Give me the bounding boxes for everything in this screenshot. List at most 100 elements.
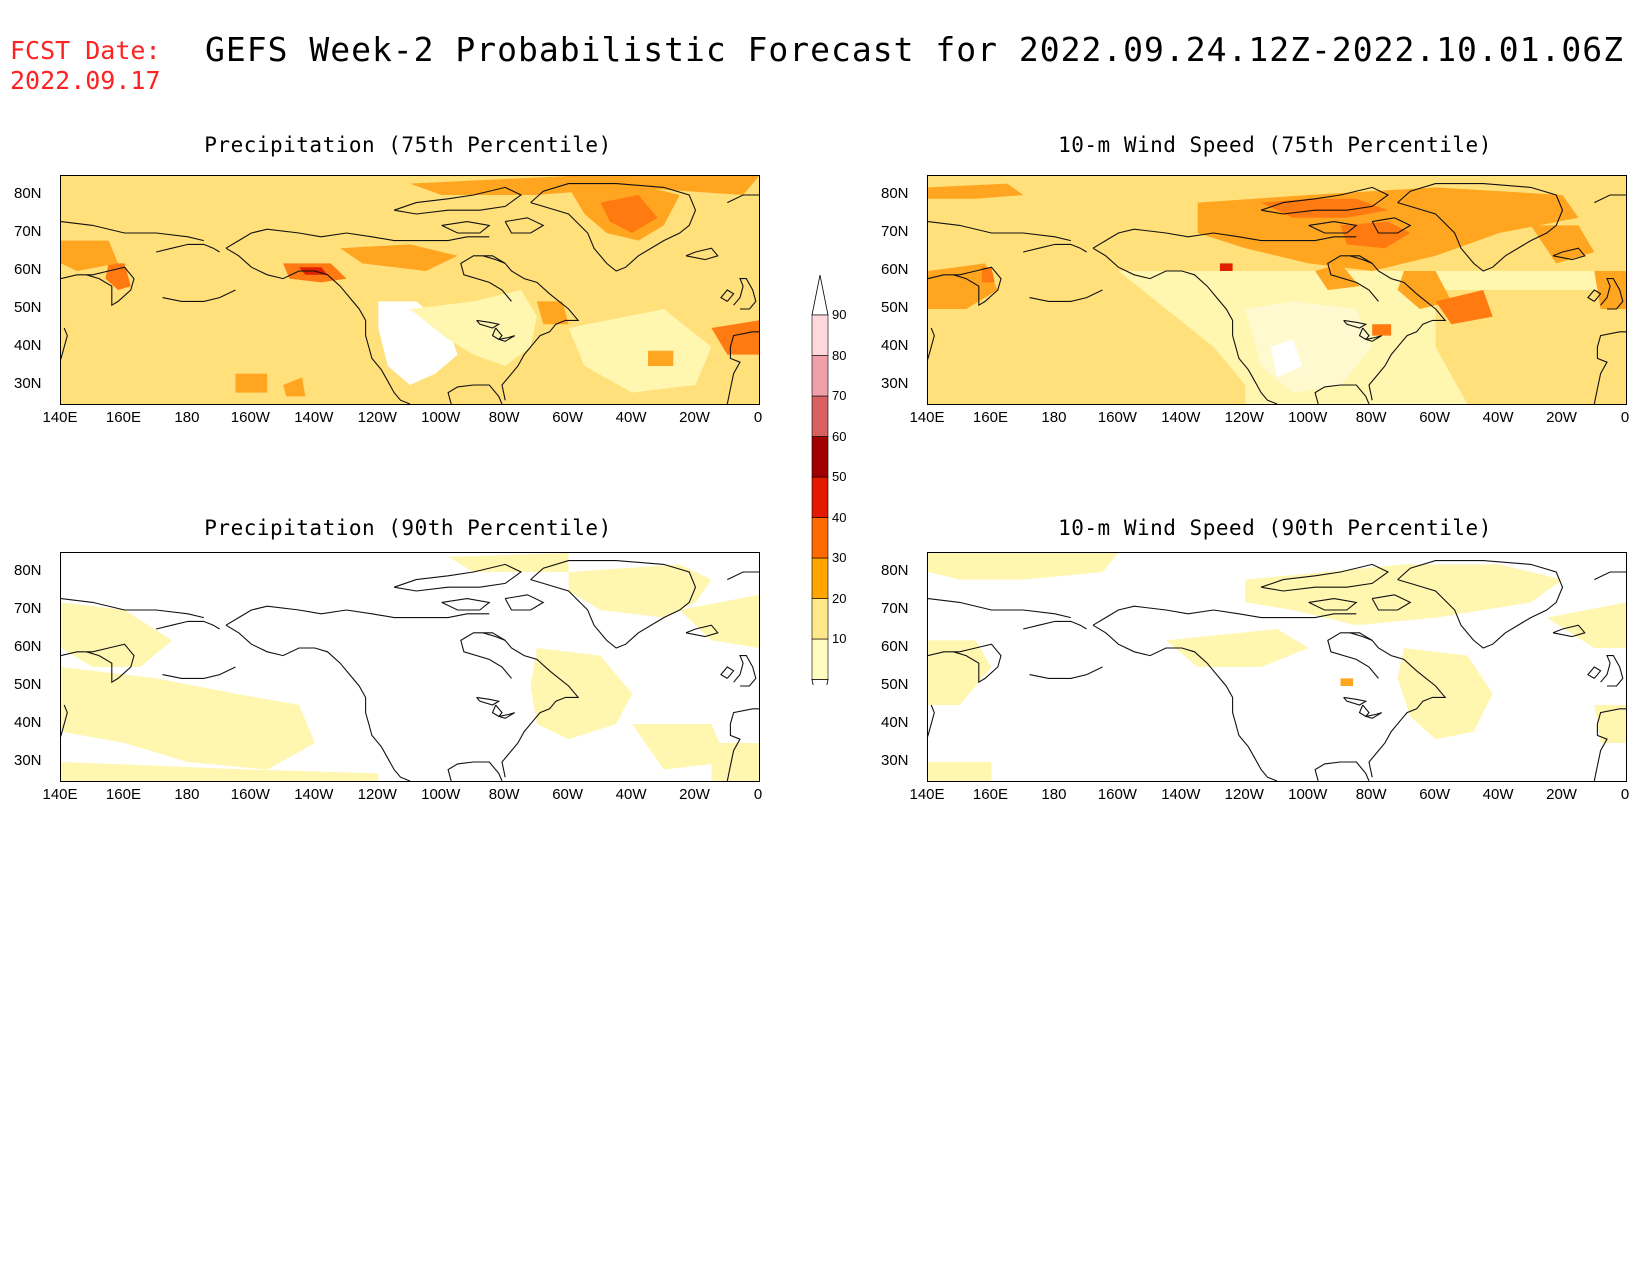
colorbar-tick-label: 50	[832, 469, 847, 484]
colorbar-swatch	[811, 517, 829, 559]
coastline	[61, 221, 204, 242]
lat-tick-label: 30N	[881, 375, 909, 392]
shade-10-20	[61, 602, 172, 667]
coastline	[1365, 335, 1382, 342]
lon-tick-label: 160W	[1097, 786, 1137, 803]
lon-tick-label: 140E	[42, 786, 78, 803]
lon-tick-label: 160W	[230, 409, 270, 426]
coastline	[1092, 605, 1357, 626]
shading-layer	[928, 553, 1626, 781]
coastline	[1023, 620, 1087, 630]
colorbar-tick-label: 30	[832, 550, 847, 565]
coastline	[162, 666, 236, 679]
lat-tick-label: 70N	[881, 223, 909, 240]
panel-title: Precipitation (75th Percentile)	[204, 133, 612, 157]
lon-tick-label: 180	[174, 786, 200, 803]
lat-tick-label: 30N	[14, 375, 42, 392]
panel-title: 10-m Wind Speed (75th Percentile)	[1058, 133, 1492, 157]
lat-tick-label: 80N	[14, 562, 42, 579]
coastline	[727, 571, 759, 581]
shade-30-40	[235, 373, 268, 393]
coastline	[61, 598, 204, 619]
shade-10-20	[679, 594, 759, 648]
coastline	[1371, 594, 1412, 611]
coastline	[720, 289, 735, 302]
lon-tick-label: 120W	[1224, 786, 1264, 803]
lon-tick-label: 100W	[1288, 409, 1328, 426]
lon-tick-label: 100W	[1288, 786, 1328, 803]
lat-tick-label: 80N	[14, 185, 42, 202]
page-title: GEFS Week-2 Probabilistic Forecast for 2…	[205, 30, 1625, 69]
shade-30-40	[1397, 271, 1452, 309]
coastline-layer	[928, 183, 1626, 404]
shade-40-50	[1340, 221, 1411, 249]
shade-10-20	[711, 743, 759, 781]
lon-tick-label: 20W	[679, 786, 710, 803]
lon-tick-label: 20W	[679, 409, 710, 426]
lon-tick-label: 60W	[1419, 786, 1451, 803]
coastline	[393, 186, 523, 215]
lon-tick-label: 0	[1620, 409, 1630, 426]
lon-tick-label: 140W	[1161, 409, 1201, 426]
lon-tick-label: 120W	[357, 786, 397, 803]
coastline	[476, 696, 501, 706]
lon-tick-label: 40W	[1482, 786, 1514, 803]
coastline	[476, 319, 501, 329]
coastline	[1092, 624, 1278, 781]
shade-10-20	[568, 309, 712, 393]
colorbar-swatch	[811, 314, 829, 356]
lon-tick-label: 140E	[909, 409, 945, 426]
forecast-date-block: FCST Date: 2022.09.17	[10, 36, 161, 96]
coastline	[733, 655, 757, 687]
coastline	[1349, 632, 1447, 778]
coastline	[460, 255, 512, 302]
lat-tick-label: 50N	[881, 676, 909, 693]
lat-tick-label: 70N	[14, 223, 42, 240]
lat-tick-label: 80N	[881, 562, 909, 579]
shade-30-40	[410, 176, 759, 195]
shade-30-40	[1594, 271, 1626, 309]
lon-tick-label: 80W	[1355, 786, 1387, 803]
coastline	[225, 624, 411, 781]
coastline	[61, 643, 135, 684]
lat-tick-label: 70N	[14, 600, 42, 617]
coastline	[726, 708, 759, 781]
shade-20-30	[928, 271, 1246, 404]
coastline	[447, 761, 503, 781]
map-w75	[927, 175, 1627, 405]
coastline	[1397, 560, 1564, 649]
colorbar-bottom-arrow	[811, 679, 829, 720]
coastline	[156, 620, 220, 630]
colorbar-tick-label: 70	[832, 388, 847, 403]
lon-tick-label: 60W	[552, 409, 584, 426]
lon-tick-label: 120W	[357, 409, 397, 426]
map-svg	[61, 553, 759, 781]
lat-tick-label: 60N	[881, 638, 909, 655]
lat-tick-label: 50N	[14, 676, 42, 693]
coastline	[225, 247, 411, 404]
shade-10-20	[928, 640, 992, 705]
lat-tick-label: 60N	[881, 261, 909, 278]
lon-tick-label: 0	[753, 409, 763, 426]
shade-below-10	[1270, 339, 1303, 378]
coastline	[61, 327, 68, 360]
coastline	[727, 194, 759, 204]
lon-tick-label: 160E	[972, 786, 1008, 803]
lat-tick-label: 40N	[14, 714, 42, 731]
lon-tick-label: 40W	[615, 409, 647, 426]
colorbar-swatch	[811, 598, 829, 640]
map-svg	[928, 176, 1626, 404]
colorbar-tick-label: 20	[832, 590, 847, 606]
coastline	[726, 331, 759, 404]
shade-40-50	[981, 267, 995, 283]
colorbar-swatch	[811, 355, 829, 397]
coastline	[1343, 319, 1368, 329]
coastline	[225, 605, 490, 626]
coastline	[1314, 384, 1370, 404]
colorbar-swatch	[811, 436, 829, 478]
lon-tick-label: 20W	[1546, 786, 1577, 803]
lon-tick-label: 120W	[1224, 409, 1264, 426]
lat-tick-label: 40N	[881, 337, 909, 354]
coastline	[928, 643, 1002, 684]
lat-tick-label: 50N	[881, 299, 909, 316]
